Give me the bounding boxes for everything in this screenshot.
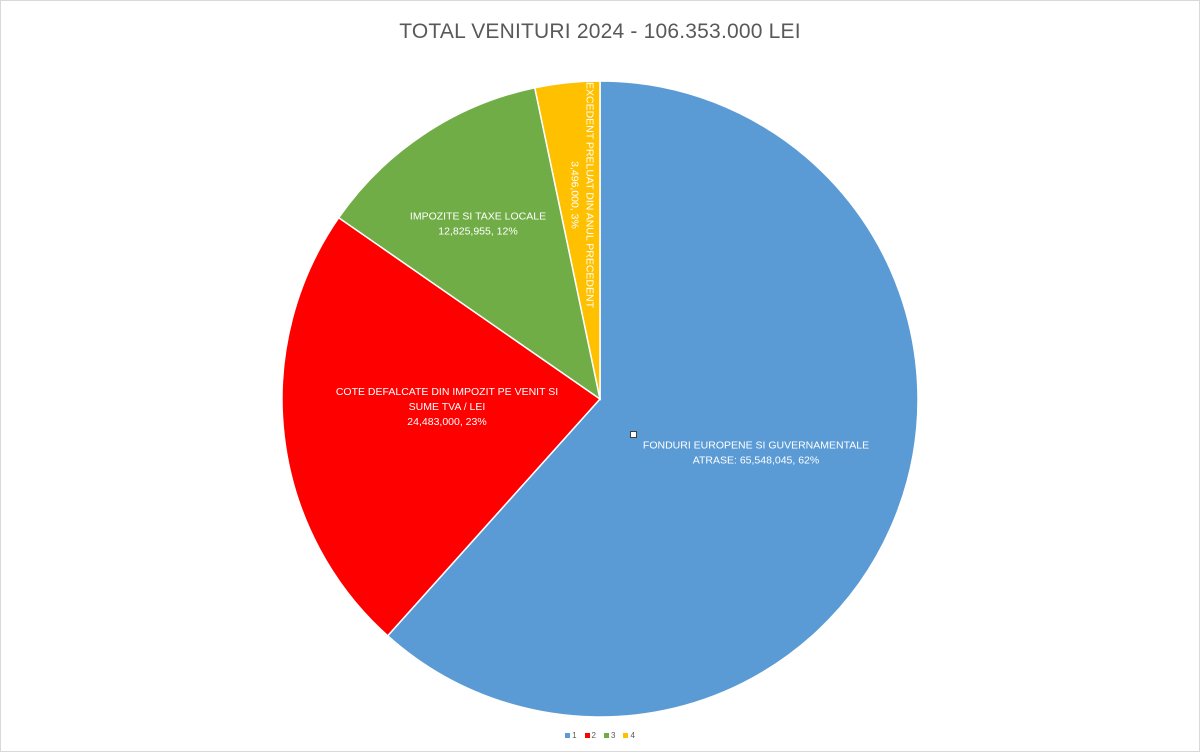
legend-label-2: 2 (591, 731, 596, 740)
pie-slice-4[interactable] (533, 80, 601, 400)
selection-handle[interactable] (630, 431, 637, 438)
chart-title: TOTAL VENITURI 2024 - 106.353.000 LEI (399, 20, 801, 43)
data-label-2: COTE DEFALCATE DIN IMPOZIT PE VENIT SI SU… (336, 386, 558, 428)
pie-slice-2[interactable] (281, 216, 602, 637)
legend-swatch-2 (584, 733, 590, 738)
pie-slice-3[interactable] (337, 86, 602, 401)
legend: 1 2 3 4 (0, 731, 1200, 740)
legend-label-1: 1 (572, 731, 577, 740)
legend-label-3: 3 (611, 731, 616, 740)
legend-label-4: 4 (630, 731, 635, 740)
legend-swatch-3 (604, 733, 609, 738)
pie-slice-1[interactable] (386, 80, 919, 718)
data-label-3: IMPOZITE SI TAXE LOCALE 12,825,955, 12% (410, 211, 546, 238)
legend-swatch-1 (565, 733, 571, 738)
legend-entry-3: 3 (604, 731, 615, 740)
legend-swatch-4 (623, 733, 629, 738)
data-label-4: EXCEDENT PRELUAT DIN ANUL PRECEDENT3,496… (569, 82, 596, 309)
legend-entry-2: 2 (584, 731, 596, 740)
legend-entry-1: 1 (565, 731, 577, 740)
legend-entry-4: 4 (623, 731, 635, 740)
data-label-1: FONDURI EUROPENE SI GUVERNAMENTALE ATRASE… (643, 440, 869, 467)
